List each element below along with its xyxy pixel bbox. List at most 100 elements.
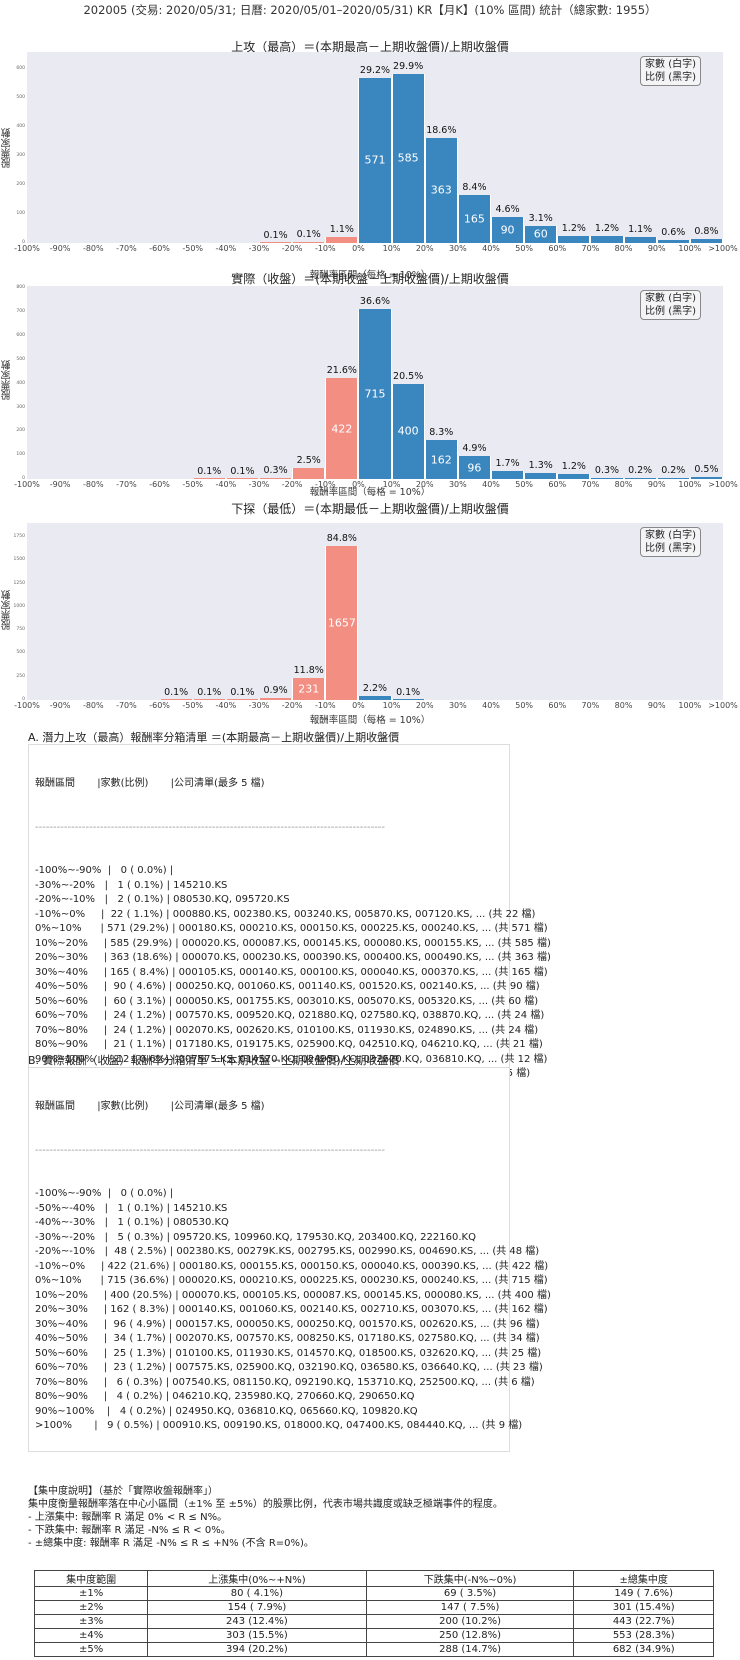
list-item: -20%~-10% | 2 ( 0.1%) | 080530.KQ, 09572… [35,894,290,905]
bar-count: 715 [364,387,386,401]
x-axis-label: 報酬率區間（每格 = 10%） [309,487,431,498]
bar-count: 422 [331,422,353,436]
bar: 60 [524,225,558,243]
table-cell: 443 (22.7%) [573,1614,714,1629]
chart-high: 上攻（最高）＝(本期最高－上期收盤價)/上期收盤價 股票家數 家數 (白字) 比… [0,38,740,281]
x-tick: 50% [515,244,534,253]
bar [557,473,591,479]
x-tick: -90% [49,701,71,710]
x-tick: 50% [515,480,534,489]
table-cell: 394 (20.2%) [147,1642,367,1657]
page-title: 202005 (交易: 2020/05/31; 日曆: 2020/05/01–2… [83,3,657,17]
list-item: 40%~50% | 90 ( 4.6%) | 000250.KQ, 001060… [35,981,540,992]
percent-label: 2.2% [362,682,388,694]
percent-label: 1.7% [495,457,520,469]
x-tick: -60% [149,701,170,710]
y-tick: 500 [16,356,25,362]
list-b-title: B. 實際報酬（收盤）報酬率分箱清單 ＝(本期收盤－上期收盤價)/上期收盤價 [28,1054,400,1067]
bar-count: 585 [397,151,419,165]
plot-area: 家數 (白字) 比例 (黑字) 231 1657 [27,523,723,700]
bar-count: 571 [364,153,386,167]
bar [557,236,591,243]
legend: 家數 (白字) 比例 (黑字) [640,527,701,557]
x-tick: -80% [82,480,104,489]
bar-count: 165 [463,212,485,226]
x-tick: 70% [581,701,600,710]
y-tick: 800 [16,285,25,291]
x-tick: 90% [647,244,666,253]
bar-count: 90 [500,223,515,237]
list-item: 20%~30% | 162 ( 8.3%) | 000140.KS, 00106… [35,1304,548,1315]
bar: 571 [358,77,392,243]
x-tick: 60% [548,480,567,489]
bar [689,238,723,243]
percent-label: 1.1% [628,223,653,235]
x-tick: -80% [82,701,104,710]
concentration-table: 集中度範圍 上漲集中(0%~+N%) 下跌集中(-N%~0%) ±總集中度 ±1… [33,1570,714,1657]
legend-ratio: 比例 (黑字) [645,306,696,317]
list-item: 20%~30% | 363 (18.6%) | 000070.KS, 00023… [35,952,551,963]
x-tick: 80% [614,701,633,710]
list-item: -100%~-90% | 0 ( 0.0%) | [35,1188,174,1199]
bar: 363 [424,137,458,243]
x-tick: -90% [49,244,71,253]
percent-label: 0.1% [164,686,189,698]
concentration-description: 集中度衡量報酬率落在中心小區間（±1% 至 ±5%）的股票比例，代表市場共識度或… [28,1499,503,1510]
plot-area: 家數 (白字) 比例 (黑字) 422 715 400 162 96 [27,286,723,479]
list-header: 報酬區間 |家數(比例) |公司清單(最多 5 檔) [35,1101,265,1112]
list-item: 0%~10% | 571 (29.2%) | 000180.KS, 000210… [35,923,548,934]
bar [590,236,624,243]
col-down: 下跌集中(-N%~0%) [365,1570,575,1587]
percent-label: 1.2% [561,223,586,235]
percent-label: 0.2% [628,465,653,477]
percent-label: 0.9% [263,685,288,697]
percent-label: 0.3% [263,464,288,476]
bar: 400 [391,383,425,479]
bar [292,242,326,243]
y-tick: 500 [16,95,25,101]
percent-label: 1.1% [329,223,354,235]
bar: 231 [292,678,326,700]
list-item: >100% | 9 ( 0.5%) | 000910.KS, 009190.KS… [35,1420,523,1431]
percent-label: 29.9% [393,60,424,72]
list-item: -20%~-10% | 48 ( 2.5%) | 002380.KS, 0027… [35,1246,540,1257]
col-range: 集中度範圍 [33,1570,149,1587]
y-tick: 1250 [13,580,25,586]
percent-label: 21.6% [326,365,357,377]
x-tick: -50% [182,480,204,489]
percent-label: 0.1% [197,686,222,698]
list-item: 50%~60% | 25 ( 1.3%) | 010100.KS, 011930… [35,1347,542,1359]
y-tick: 400 [16,380,25,386]
bar-count: 400 [397,424,419,438]
list-a-title: A. 潛力上攻（最高）報酬率分箱清單 ＝(本期最高－上期收盤價)/上期收盤價 [28,731,400,744]
bar [159,699,193,700]
list-item: 80%~90% | 4 ( 0.2%) | 046210.KQ, 235980.… [35,1391,415,1402]
list-rows: -100%~-90% | 0 ( 0.0%) | -50%~-40% | 1 ( … [35,1187,551,1434]
bar [192,699,226,700]
x-tick: -30% [248,701,270,710]
x-tick: -10% [314,480,336,489]
table-row: ±4% 303 (15.5%) 250 (12.8%) 553 (28.3%) [33,1628,714,1643]
x-tick: 90% [647,480,666,489]
chart-close: 實際（收盤）＝(本期收盤－上期收盤價)/上期收盤價 股票家數 家數 (白字) 比… [0,270,740,510]
x-tick: 80% [614,244,633,253]
list-item: 30%~40% | 165 ( 8.4%) | 000105.KS, 00014… [35,966,548,978]
percent-label: 1.2% [594,223,620,235]
list-b-box: 報酬區間 |家數(比例) |公司清單(最多 5 檔) -------------… [28,1067,551,1452]
bar-count: 96 [467,461,482,475]
x-tick: 0% [352,701,365,710]
x-tick: 40% [482,480,500,489]
bar: 422 [325,378,359,479]
legend: 家數 (白字) 比例 (黑字) [640,290,701,320]
x-tick: 80% [614,480,633,489]
x-tick: 20% [415,480,434,489]
bar-count: 162 [430,453,452,467]
plot-area: 家數 (白字) 比例 (黑字) 571 585 363 165 90 60 [27,52,723,243]
col-total: ±總集中度 [573,1570,714,1587]
bar [590,477,624,479]
percent-label: 4.9% [462,443,487,455]
percent-label: 0.2% [661,465,686,477]
y-tick: 400 [16,124,25,130]
x-tick: 100% [678,244,702,253]
x-tick: 10% [382,244,401,253]
